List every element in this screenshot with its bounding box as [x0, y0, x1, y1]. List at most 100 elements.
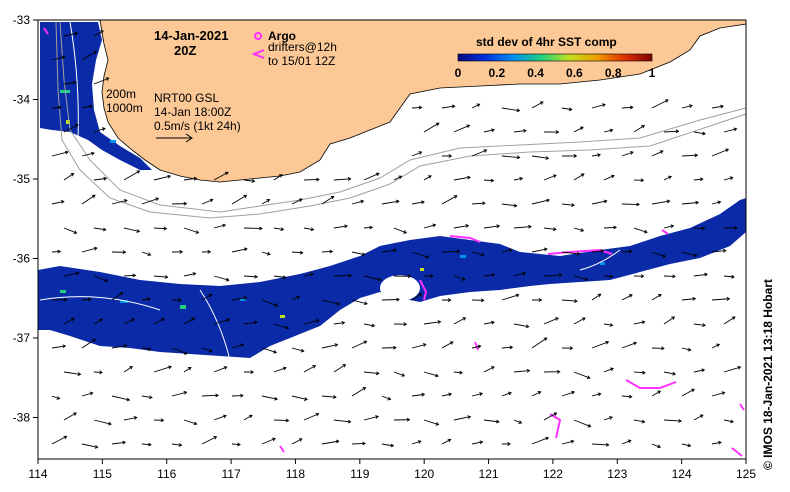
- velocity-arrow: [483, 179, 494, 182]
- velocity-arrow: [63, 124, 79, 133]
- velocity-arrow: [333, 322, 345, 325]
- y-tick-label: -37: [13, 331, 31, 345]
- velocity-arrow: [711, 343, 720, 349]
- velocity-arrow: [183, 273, 196, 277]
- velocity-arrow: [81, 338, 96, 349]
- velocity-arrow: [663, 316, 675, 325]
- velocity-arrow: [573, 371, 590, 379]
- velocity-arrow: [273, 323, 289, 329]
- velocity-arrow: [63, 173, 74, 181]
- velocity-arrow: [603, 275, 613, 278]
- velocity-arrow: [141, 298, 151, 301]
- velocity-arrow: [261, 438, 276, 445]
- velocity-arrow: [513, 226, 532, 229]
- drifter-track: [474, 341, 479, 351]
- velocity-arrow: [441, 341, 454, 349]
- drifters-label-1: drifters@12h: [268, 40, 337, 54]
- velocity-arrow: [123, 366, 133, 373]
- velocity-arrows: [51, 30, 742, 449]
- velocity-arrow: [621, 294, 633, 301]
- velocity-arrow: [201, 394, 219, 397]
- velocity-arrow: [573, 227, 584, 232]
- velocity-arrow: [351, 442, 366, 445]
- velocity-arrow: [363, 172, 380, 181]
- x-tick-label: 114: [28, 467, 47, 481]
- velocity-arrow: [201, 294, 212, 301]
- velocity-arrow: [453, 225, 469, 229]
- velocity-arrow: [183, 317, 195, 325]
- y-tick-label: -33: [13, 13, 31, 27]
- velocity-arrow: [573, 419, 591, 427]
- velocity-arrow: [423, 371, 439, 377]
- velocity-arrow: [723, 419, 734, 423]
- vector-scale-label: 0.5m/s (1kt 24h): [154, 119, 241, 133]
- velocity-arrow: [273, 367, 287, 373]
- drifter-track: [739, 403, 745, 411]
- x-tick-label: 125: [736, 467, 756, 481]
- velocity-arrow: [303, 365, 316, 373]
- velocity-arrow: [141, 251, 151, 256]
- velocity-arrow: [681, 443, 691, 447]
- velocity-arrow: [681, 347, 691, 351]
- velocity-arrow: [363, 371, 379, 375]
- velocity-arrow: [273, 174, 283, 181]
- velocity-arrow: [261, 395, 278, 400]
- velocity-arrow: [501, 294, 519, 301]
- velocity-arrow: [381, 443, 394, 447]
- velocity-arrow: [693, 131, 706, 135]
- velocity-arrow: [111, 292, 123, 301]
- velocity-arrow: [711, 441, 722, 445]
- velocity-arrow: [483, 419, 499, 423]
- drifter-track: [549, 413, 562, 439]
- velocity-arrow: [711, 148, 729, 157]
- velocity-arrow: [51, 106, 61, 109]
- velocity-arrow: [483, 321, 495, 325]
- velocity-arrow: [681, 154, 698, 157]
- velocity-arrow: [603, 129, 613, 133]
- velocity-arrow: [63, 82, 77, 85]
- velocity-arrow: [261, 299, 278, 307]
- velocity-arrow: [681, 105, 693, 109]
- velocity-arrow: [603, 368, 614, 373]
- velocity-arrow: [561, 299, 578, 302]
- velocity-arrow: [93, 177, 107, 181]
- velocity-arrow: [693, 273, 708, 277]
- velocity-arrow: [711, 298, 730, 301]
- velocity-arrow: [693, 178, 703, 181]
- velocity-arrow: [531, 437, 549, 445]
- velocity-arrow: [651, 150, 664, 157]
- velocity-arrow: [711, 105, 724, 109]
- x-tick-label: 119: [350, 467, 369, 481]
- velocity-arrow: [333, 274, 352, 277]
- x-tick-label: 120: [414, 467, 434, 481]
- velocity-arrow: [633, 371, 645, 374]
- velocity-arrow: [63, 412, 77, 421]
- velocity-arrow: [411, 106, 422, 109]
- velocity-arrow: [381, 395, 391, 400]
- velocity-arrow: [561, 203, 575, 206]
- velocity-arrow: [243, 321, 258, 325]
- y-axis: -33 -34 -35 -36 -37 -38: [13, 13, 38, 425]
- velocity-arrow: [453, 416, 471, 421]
- velocity-arrow: [513, 177, 523, 181]
- colorbar-tick-label: 0.4: [527, 66, 544, 80]
- velocity-arrow: [93, 419, 112, 425]
- velocity-arrow: [81, 105, 93, 109]
- velocity-arrow: [693, 369, 705, 373]
- velocity-arrow: [411, 393, 425, 397]
- velocity-arrow: [93, 30, 104, 37]
- velocity-arrow: [111, 199, 128, 205]
- velocity-arrow: [213, 366, 227, 373]
- velocity-arrow: [681, 388, 695, 397]
- argo-icon: [254, 32, 262, 40]
- velocity-arrow: [561, 251, 580, 255]
- velocity-arrow: [711, 250, 726, 253]
- drifter-track: [661, 229, 669, 235]
- velocity-arrow: [351, 251, 365, 256]
- velocity-arrow: [363, 226, 373, 229]
- velocity-arrow: [351, 200, 364, 205]
- drifter-track: [279, 445, 285, 453]
- velocity-arrow: [123, 417, 137, 421]
- velocity-arrow: [393, 175, 402, 181]
- velocity-arrow: [531, 391, 541, 397]
